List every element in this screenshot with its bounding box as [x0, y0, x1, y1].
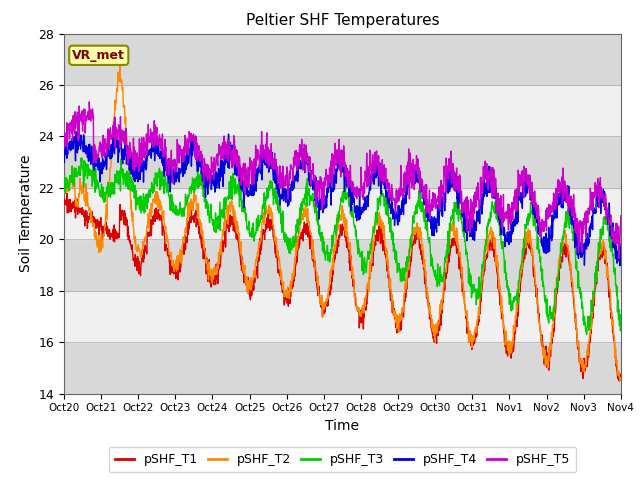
Bar [64, 240, 621, 291]
Text: VR_met: VR_met [72, 49, 125, 62]
Bar [64, 291, 621, 342]
X-axis label: Time: Time [325, 419, 360, 433]
Bar [64, 85, 621, 136]
Bar [64, 188, 621, 240]
Bar [64, 34, 621, 85]
Y-axis label: Soil Temperature: Soil Temperature [19, 155, 33, 272]
Bar [64, 342, 621, 394]
Legend: pSHF_T1, pSHF_T2, pSHF_T3, pSHF_T4, pSHF_T5: pSHF_T1, pSHF_T2, pSHF_T3, pSHF_T4, pSHF… [109, 447, 576, 472]
Title: Peltier SHF Temperatures: Peltier SHF Temperatures [246, 13, 439, 28]
Bar [64, 136, 621, 188]
